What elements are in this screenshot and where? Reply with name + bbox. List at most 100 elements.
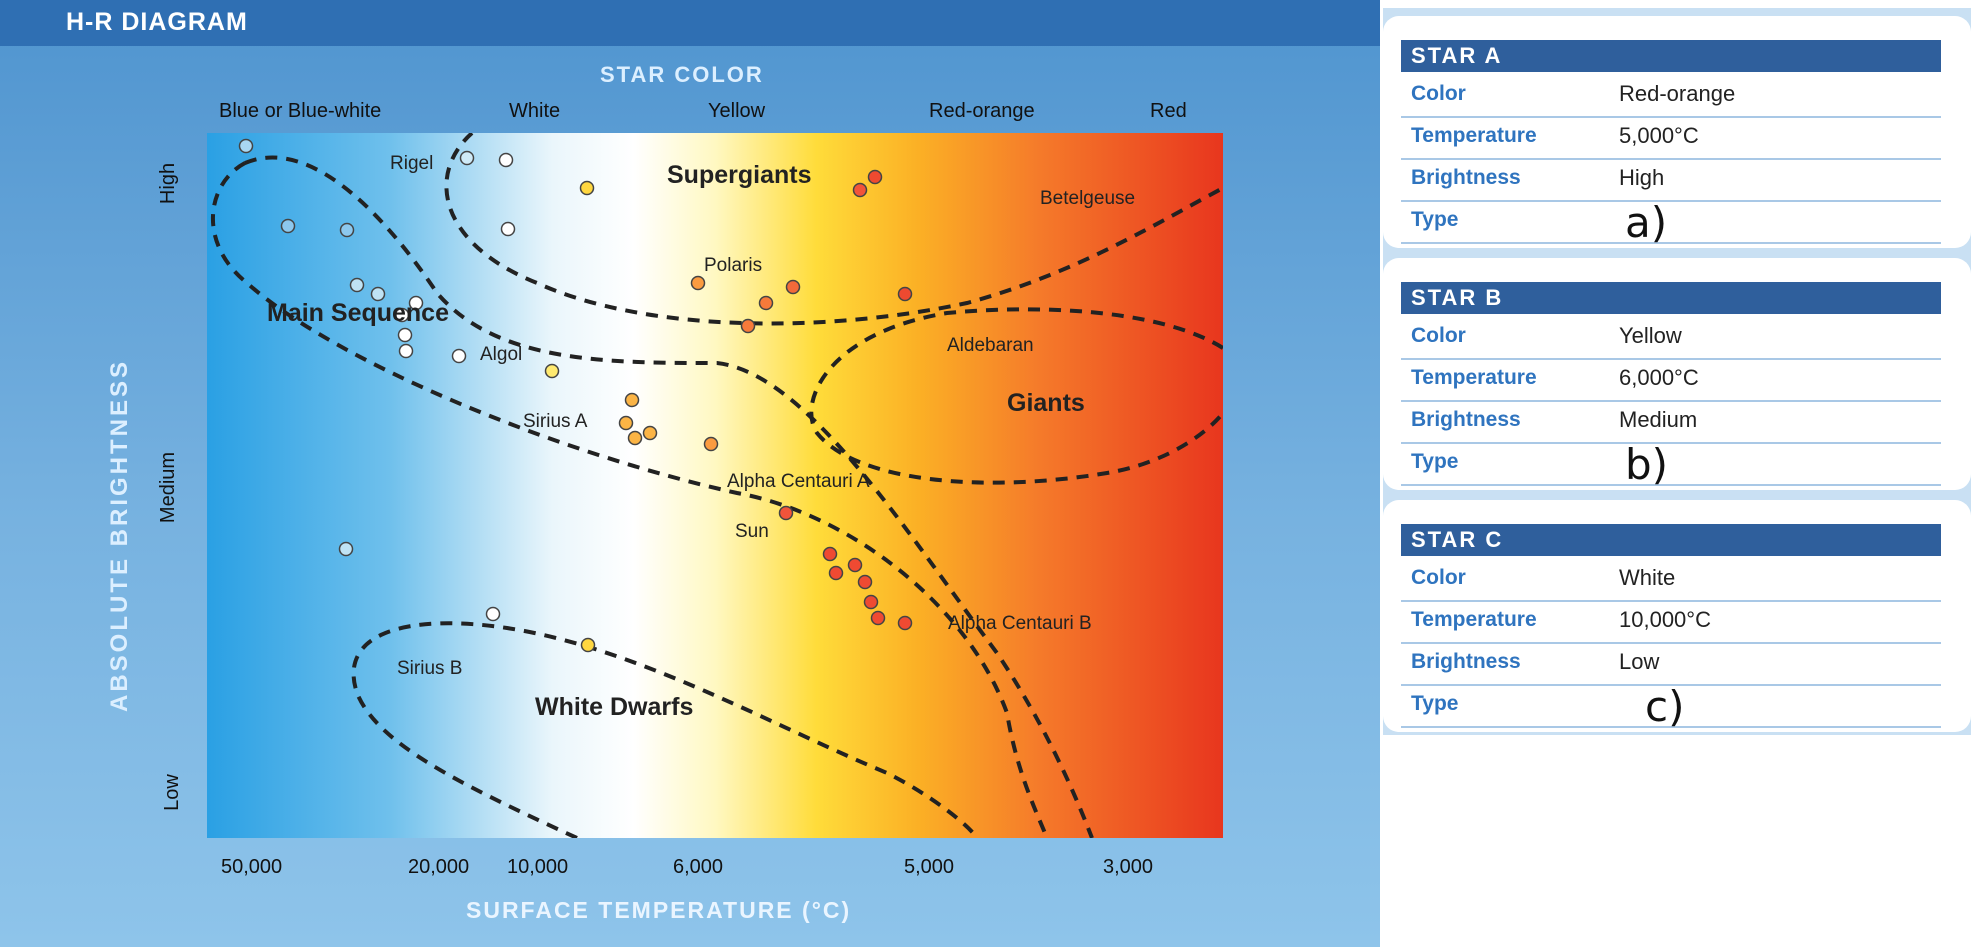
star-cards-panel: STAR A Color Red-orange Temperature 5,00… — [1383, 8, 1971, 735]
star-marker — [857, 574, 873, 590]
star-marker — [459, 150, 475, 166]
row-value: Medium — [1619, 407, 1698, 432]
star-label-rigel: Rigel — [390, 153, 433, 174]
row-value: 6,000°C — [1619, 365, 1699, 390]
star-a-type-answer[interactable]: a) — [1625, 198, 1668, 247]
region-label-white-dwarfs: White Dwarfs — [535, 693, 693, 721]
hr-plot-svg: Supergiants Main Sequence Giants White D… — [210, 133, 1223, 838]
row-value: 5,000°C — [1619, 123, 1699, 148]
row-label: Brightness — [1411, 650, 1521, 673]
star-color-heading: STAR COLOR — [600, 62, 764, 87]
star-label-sirius-b: Sirius B — [397, 658, 462, 679]
row-value: High — [1619, 165, 1665, 190]
star-marker — [778, 505, 794, 521]
star-marker — [349, 277, 365, 293]
star-c-row-temperature: Temperature 10,000°C — [1401, 600, 1941, 644]
star-marker — [690, 275, 706, 291]
giants-boundary — [809, 307, 1223, 485]
star-marker — [579, 180, 595, 196]
star-b-type-answer[interactable]: b) — [1625, 440, 1669, 489]
star-marker — [338, 541, 354, 557]
star-marker — [627, 430, 643, 446]
star-marker — [370, 286, 386, 302]
region-labels: Supergiants Main Sequence Giants White D… — [267, 161, 1085, 721]
star-label-algol: Algol — [480, 344, 522, 365]
star-b-title: STAR B — [1401, 282, 1941, 314]
x-axis-title: SURFACE TEMPERATURE (°C) — [466, 897, 852, 923]
star-label-polaris: Polaris — [704, 255, 762, 276]
x-tick-6000: 6,000 — [673, 856, 724, 878]
row-value: White — [1619, 565, 1676, 590]
star-c-type-answer[interactable]: c) — [1645, 682, 1685, 731]
region-label-main-sequence: Main Sequence — [267, 299, 449, 327]
color-column-white: White — [509, 100, 561, 122]
star-marker — [451, 348, 467, 364]
row-label: Brightness — [1411, 166, 1521, 189]
x-tick-20000: 20,000 — [408, 856, 470, 878]
row-label: Color — [1411, 566, 1466, 589]
x-tick-50000: 50,000 — [221, 856, 283, 878]
row-label: Temperature — [1411, 608, 1537, 631]
star-marker — [500, 221, 516, 237]
star-marker — [485, 606, 501, 622]
x-tick-10000: 10,000 — [507, 856, 569, 878]
hr-diagram-panel: H-R DIAGRAM STAR COLOR Blue or Blue-whit… — [0, 0, 1380, 947]
star-label-sun: Sun — [735, 521, 769, 542]
row-label: Brightness — [1411, 408, 1521, 431]
star-label-alpha-centauri-a: Alpha Centauri A — [727, 471, 870, 492]
star-marker — [642, 425, 658, 441]
color-column-red-orange: Red-orange — [929, 100, 1035, 122]
star-a-row-temperature: Temperature 5,000°C — [1401, 116, 1941, 160]
star-c-row-color: Color White — [1401, 558, 1941, 602]
y-tick-high: High — [157, 162, 180, 205]
color-column-blue: Blue or Blue-white — [219, 100, 382, 122]
supergiants-boundary — [444, 133, 1223, 326]
color-column-red: Red — [1150, 100, 1187, 122]
star-marker — [238, 138, 254, 154]
star-marker — [867, 169, 883, 185]
star-marker — [618, 415, 634, 431]
star-b-row-color: Color Yellow — [1401, 316, 1941, 360]
white-dwarfs-boundary — [351, 621, 979, 838]
row-value: Low — [1619, 649, 1660, 674]
row-label: Type — [1411, 692, 1459, 715]
row-label: Temperature — [1411, 124, 1537, 147]
star-marker — [852, 182, 868, 198]
star-b-card: STAR B Color Yellow Temperature 6,000°C … — [1383, 258, 1971, 490]
star-label-betelgeuse: Betelgeuse — [1040, 188, 1135, 209]
star-marker — [580, 637, 596, 653]
y-tick-medium: Medium — [157, 451, 180, 524]
color-column-yellow: Yellow — [708, 100, 766, 122]
star-marker — [408, 295, 424, 311]
star-marker — [870, 610, 886, 626]
star-b-row-type: Type b) — [1401, 440, 1941, 489]
main-sequence-boundary — [210, 155, 1094, 838]
hr-title-bar: H-R DIAGRAM — [0, 0, 1380, 46]
star-marker — [624, 392, 640, 408]
star-a-card: STAR A Color Red-orange Temperature 5,00… — [1383, 16, 1971, 248]
star-a-row-type: Type a) — [1401, 198, 1941, 247]
row-label: Type — [1411, 450, 1459, 473]
star-c-row-type: Type c) — [1401, 682, 1941, 731]
region-label-supergiants: Supergiants — [667, 161, 811, 189]
star-marker — [498, 152, 514, 168]
hr-title: H-R DIAGRAM — [66, 8, 248, 36]
star-marker — [398, 343, 414, 359]
star-marker — [339, 222, 355, 238]
star-marker — [758, 295, 774, 311]
star-b-row-temperature: Temperature 6,000°C — [1401, 358, 1941, 402]
star-label-alpha-centauri-b: Alpha Centauri B — [948, 613, 1092, 634]
star-c-title: STAR C — [1401, 524, 1941, 556]
star-b-row-brightness: Brightness Medium — [1401, 400, 1941, 444]
row-value: Yellow — [1619, 323, 1682, 348]
star-marker — [828, 565, 844, 581]
star-c-row-brightness: Brightness Low — [1401, 642, 1941, 686]
star-marker — [897, 286, 913, 302]
star-marker — [847, 557, 863, 573]
region-label-giants: Giants — [1007, 389, 1085, 417]
x-tick-3000: 3,000 — [1103, 856, 1154, 878]
star-a-title: STAR A — [1401, 40, 1941, 72]
star-marker — [703, 436, 719, 452]
star-label-aldebaran: Aldebaran — [947, 335, 1034, 356]
y-axis-title: ABSOLUTE BRIGHTNESS — [106, 358, 133, 712]
